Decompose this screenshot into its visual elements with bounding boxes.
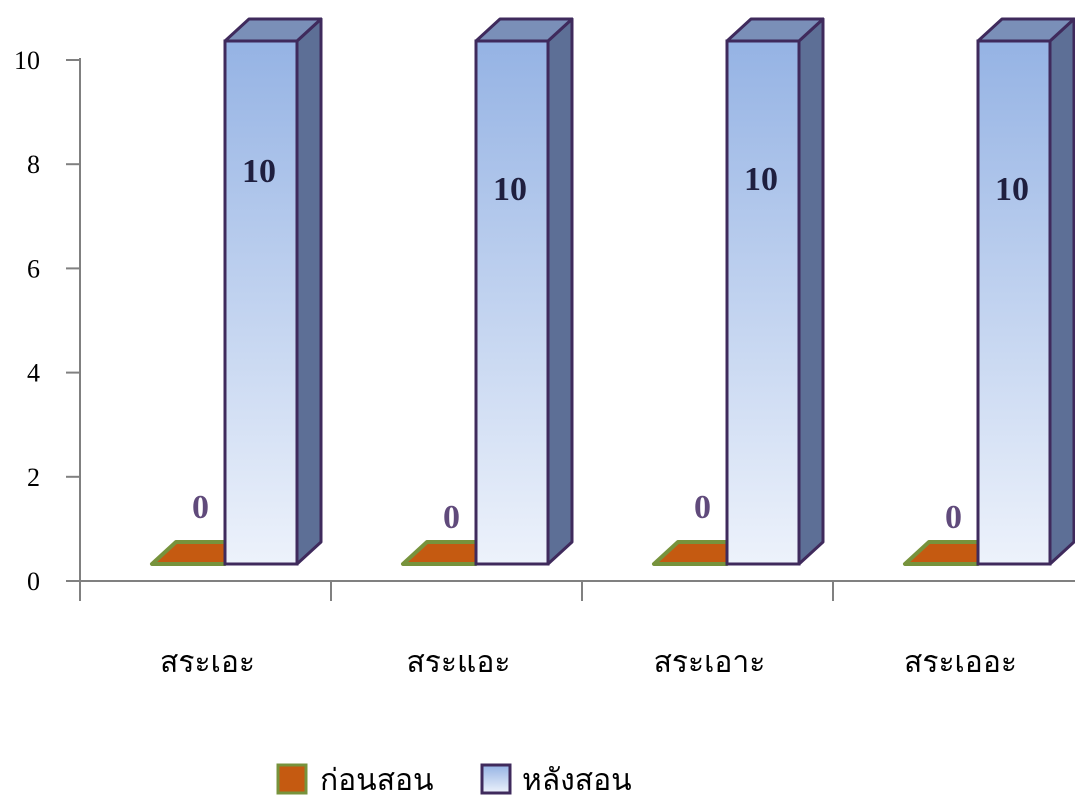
bar-after-side: [1048, 17, 1075, 566]
value-label-after: 10: [493, 171, 527, 208]
legend-label-after: หลังสอน: [522, 763, 632, 798]
labels: 0 10 สระเอะ 0 10 สระแอะ 0 10 สระเอาะ 0 10 สระเออะ: [160, 153, 1029, 680]
y-tick-label: 2: [27, 463, 40, 492]
legend-label-before: ก่อนสอน: [320, 763, 434, 798]
bar-after-side: [295, 17, 323, 566]
value-label-before: 0: [945, 499, 962, 536]
bar-after-side: [546, 17, 574, 566]
bar-after-side: [797, 17, 825, 566]
value-label-before: 0: [443, 499, 460, 536]
value-label-after: 10: [995, 171, 1029, 208]
x-category-label: สระแอะ: [406, 645, 510, 680]
value-label-after: 10: [242, 153, 276, 190]
x-category-label: สระเออะ: [904, 645, 1017, 680]
bars: [150, 17, 1075, 566]
x-category-label: สระเอาะ: [654, 645, 766, 680]
bar-after: [976, 39, 1052, 566]
bar-after: [223, 39, 299, 566]
y-tick-label: 4: [27, 359, 40, 388]
axes: 0 2 4 6 8 10: [14, 46, 1075, 601]
x-category-label: สระเอะ: [160, 645, 255, 680]
value-label-after: 10: [744, 161, 778, 198]
bar-after: [725, 39, 801, 566]
y-tick-label: 10: [14, 46, 40, 75]
y-tick-label: 6: [27, 254, 40, 283]
y-tick-label: 0: [27, 567, 40, 596]
legend-swatch-after: [480, 763, 512, 795]
y-tick-label: 8: [27, 150, 40, 179]
value-label-before: 0: [694, 489, 711, 526]
legend: ก่อนสอน หลังสอน: [276, 763, 632, 798]
value-label-before: 0: [192, 489, 209, 526]
bar-after: [474, 39, 550, 566]
legend-swatch-before: [276, 763, 308, 795]
